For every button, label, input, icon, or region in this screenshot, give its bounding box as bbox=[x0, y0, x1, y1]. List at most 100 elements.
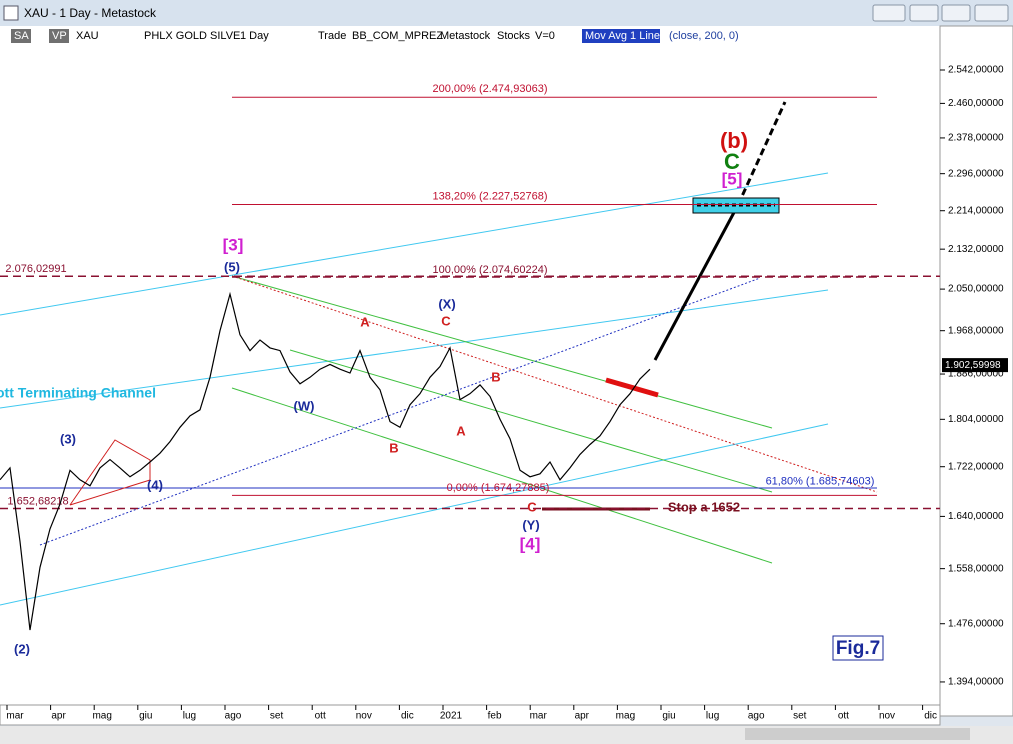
window-title: XAU - 1 Day - Metastock bbox=[24, 6, 157, 20]
wave-label: (3) bbox=[60, 431, 76, 446]
x-tick-label: nov bbox=[879, 711, 895, 722]
title-bar bbox=[0, 0, 1013, 26]
y-tick-label: 1.968,00000 bbox=[948, 325, 1004, 336]
minimize-button[interactable] bbox=[909, 4, 939, 22]
x-tick-label: mar bbox=[6, 711, 24, 722]
level-label: 61,80% (1.685,74603) bbox=[766, 475, 875, 487]
x-tick-label: set bbox=[793, 711, 807, 722]
wave-label: (5) bbox=[224, 259, 240, 274]
toolbar-button bbox=[11, 29, 31, 43]
breakout-mark bbox=[605, 377, 659, 398]
toolbar-item: (close, 200, 0) bbox=[669, 30, 739, 42]
wave-label: Stop a 1652 bbox=[668, 499, 740, 514]
y-tick-label: 2.460,00000 bbox=[948, 98, 1004, 109]
x-tick-label: 2021 bbox=[440, 711, 463, 722]
wave-label: (2) bbox=[14, 641, 30, 656]
y-tick-label: 1.886,00000 bbox=[948, 369, 1004, 380]
y-tick-label: 2.132,00000 bbox=[948, 244, 1004, 255]
y-tick-label: 1.722,00000 bbox=[948, 461, 1004, 472]
x-tick-label: set bbox=[270, 711, 284, 722]
y-tick-label: 2.542,00000 bbox=[948, 65, 1004, 76]
level-label: 200,00% (2.474,93063) bbox=[433, 83, 548, 95]
wave-label: Elliott Terminating Channel bbox=[0, 385, 156, 401]
toolbar-item: Stocks bbox=[497, 30, 531, 42]
level-label: 138,20% (2.227,52768) bbox=[433, 190, 548, 202]
toolbar-item: Mov Avg 1 Line bbox=[585, 30, 660, 42]
x-tick-label: mar bbox=[530, 711, 548, 722]
channel-line bbox=[0, 172, 829, 316]
y-tick-label: 2.296,00000 bbox=[948, 168, 1004, 179]
x-tick-label: feb bbox=[488, 711, 502, 722]
close-button[interactable] bbox=[974, 4, 1009, 22]
toolbar-item: VP bbox=[52, 30, 67, 42]
toolbar-item: Metastock bbox=[440, 30, 491, 42]
toolbar-item: BB_COM_MPREZ bbox=[352, 30, 443, 42]
x-tick-label: dic bbox=[401, 711, 414, 722]
channel-line bbox=[0, 289, 829, 409]
app-icon bbox=[3, 5, 19, 21]
level-label: 0,00% (1.674,27885) bbox=[447, 482, 550, 494]
y-tick-label: 1.558,00000 bbox=[948, 563, 1004, 574]
toolbar-item: V=0 bbox=[535, 30, 555, 42]
x-tick-label: lug bbox=[706, 711, 719, 722]
y-tick-label: 1.804,00000 bbox=[948, 414, 1004, 425]
projection bbox=[736, 101, 787, 206]
toolbar-button bbox=[49, 29, 69, 43]
y-tick-label: 2.214,00000 bbox=[948, 205, 1004, 216]
wave-label: B bbox=[491, 369, 500, 384]
y-tick-label: 2.050,00000 bbox=[948, 284, 1004, 295]
x-tick-label: ott bbox=[315, 711, 326, 722]
scroll-thumb[interactable] bbox=[745, 728, 970, 740]
x-tick-label: apr bbox=[51, 711, 66, 722]
channel-line bbox=[231, 275, 773, 429]
x-tick-label: nov bbox=[356, 711, 372, 722]
x-tick-label: lug bbox=[183, 711, 196, 722]
x-tick-label: giu bbox=[662, 711, 675, 722]
wave-label: C bbox=[527, 499, 537, 514]
x-tick-label: ott bbox=[838, 711, 849, 722]
wave-label: Fig.7 bbox=[836, 638, 880, 659]
toolbar-item: PHLX GOLD SILVE bbox=[144, 30, 240, 42]
wave-label: A bbox=[360, 314, 370, 329]
channel-line bbox=[231, 387, 773, 564]
channel-line bbox=[0, 423, 829, 606]
level-label: 1.652,68218 bbox=[7, 495, 68, 507]
toolbar-item: 1 Day bbox=[240, 30, 269, 42]
plot-area bbox=[0, 26, 940, 705]
wave-label: [5] bbox=[722, 169, 743, 188]
toolbar-button bbox=[582, 29, 660, 43]
toolbar-item: XAU bbox=[76, 30, 99, 42]
channel-line bbox=[289, 349, 773, 493]
toolbar-item: Trade bbox=[318, 30, 346, 42]
wave-label: [4] bbox=[520, 534, 541, 553]
y-tick-label: 1.476,00000 bbox=[948, 618, 1004, 629]
y-tick-label: 1.394,00000 bbox=[948, 677, 1004, 688]
wave-label: B bbox=[389, 440, 398, 455]
x-tick-label: apr bbox=[575, 711, 590, 722]
toolbar-item: SA bbox=[14, 30, 29, 42]
y-tick-label: 2.378,00000 bbox=[948, 133, 1004, 144]
level-label: 100,00% (2.074,60224) bbox=[433, 264, 548, 276]
channel-line bbox=[231, 275, 878, 493]
triangle bbox=[69, 439, 151, 506]
last-price-box bbox=[942, 358, 1008, 373]
wave-label: C bbox=[724, 149, 740, 174]
wave-label: A bbox=[456, 423, 466, 438]
last-price-label: 1.902,59998 bbox=[945, 360, 1001, 371]
y-tick-label: 1.640,00000 bbox=[948, 511, 1004, 522]
wave-label: [3] bbox=[223, 235, 244, 254]
fig-box bbox=[832, 635, 884, 661]
x-tick-label: mag bbox=[616, 711, 635, 722]
x-tick-label: ago bbox=[225, 711, 242, 722]
wave-label: (W) bbox=[294, 398, 315, 413]
x-tick-label: mag bbox=[92, 711, 111, 722]
level-label: 2.076,02991 bbox=[5, 263, 66, 275]
price-line bbox=[0, 291, 651, 631]
x-tick-label: dic bbox=[924, 711, 937, 722]
x-tick-label: ago bbox=[748, 711, 765, 722]
maximize-button[interactable] bbox=[941, 4, 971, 22]
wave-label: (X) bbox=[438, 296, 455, 311]
wave-label: C bbox=[441, 313, 451, 328]
restore-button[interactable] bbox=[872, 4, 906, 22]
